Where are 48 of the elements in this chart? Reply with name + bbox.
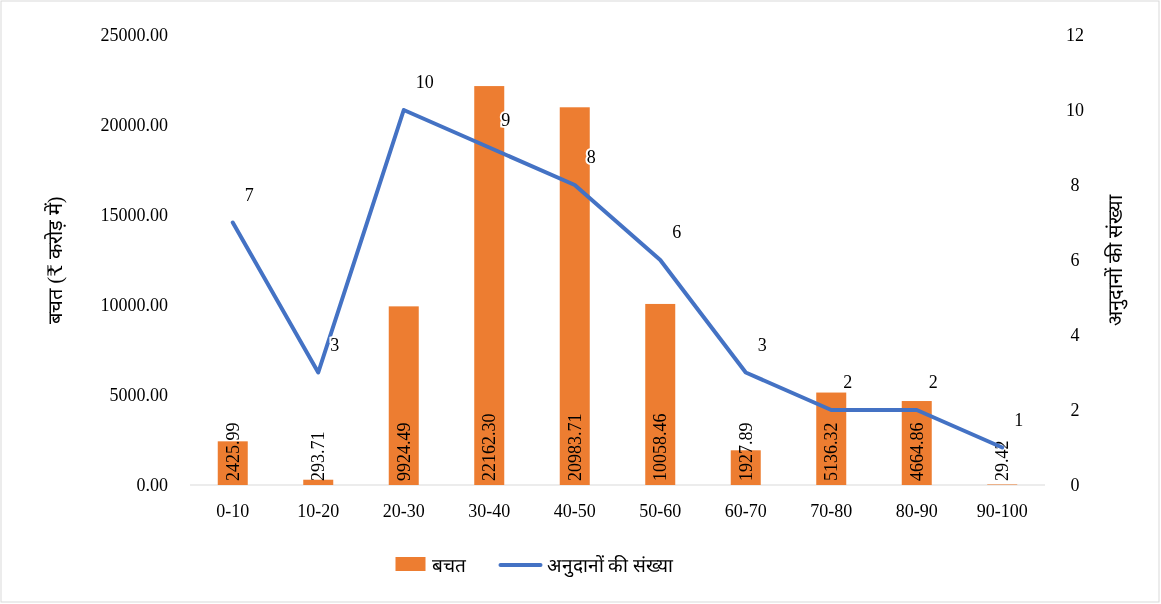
data-label: 3: [330, 334, 340, 355]
legend-label: बचत: [431, 555, 467, 576]
x-tick-label: 50-60: [639, 501, 682, 521]
data-label: 4664.86: [906, 422, 927, 481]
y-tick-label: 5000.00: [109, 385, 168, 405]
y-tick-label: 20000.00: [100, 115, 168, 135]
legend-label: अनुदानों की संख्या: [546, 554, 674, 578]
data-label: 10058.46: [650, 413, 671, 481]
x-tick-label: 20-30: [382, 501, 425, 521]
y2-axis-title: अनुदानों की संख्या: [1104, 193, 1128, 326]
data-label: 7: [244, 184, 254, 205]
data-label: 293.71: [308, 431, 329, 481]
y2-tick-label: 2: [1070, 400, 1080, 420]
bar: [645, 303, 676, 485]
data-label: 1927.89: [735, 422, 756, 481]
x-tick-label: 60-70: [724, 501, 767, 521]
data-label: 29.42: [992, 440, 1013, 481]
y2-tick-label: 0: [1070, 475, 1080, 495]
bar: [303, 479, 334, 485]
y2-tick-label: 12: [1066, 25, 1084, 45]
x-tick-label: 30-40: [468, 501, 511, 521]
x-tick-label: 40-50: [553, 501, 596, 521]
data-label: 2: [928, 372, 938, 392]
x-tick-label: 0-10: [216, 501, 250, 521]
data-label: 2425.99: [222, 422, 243, 481]
y2-tick-label: 6: [1070, 250, 1080, 270]
data-label: 20983.71: [564, 413, 585, 481]
data-label: 2: [843, 372, 853, 392]
data-label: 10: [415, 72, 434, 92]
data-label: 6: [672, 222, 682, 242]
y-tick-label: 15000.00: [100, 205, 168, 225]
y2-tick-label: 8: [1070, 175, 1080, 195]
y2-tick-label: 10: [1066, 100, 1084, 120]
y-tick-label: 10000.00: [100, 295, 168, 315]
y2-tick-label: 4: [1070, 325, 1080, 345]
x-tick-label: 80-90: [895, 501, 938, 521]
bar: [388, 306, 419, 485]
x-tick-label: 90-100: [976, 501, 1028, 521]
data-label: 5136.32: [821, 422, 842, 481]
x-tick-label: 70-80: [810, 501, 853, 521]
y-axis-title: बचत (₹ करोड़ में): [44, 196, 67, 324]
data-label: 9924.49: [393, 422, 414, 481]
x-tick-label: 10-20: [297, 501, 340, 521]
y-tick-label: 25000.00: [100, 25, 168, 45]
data-label: 1: [1014, 409, 1024, 430]
data-label: 3: [757, 334, 767, 355]
data-label: 22162.30: [479, 413, 500, 481]
y-tick-label: 0.00: [136, 475, 168, 495]
